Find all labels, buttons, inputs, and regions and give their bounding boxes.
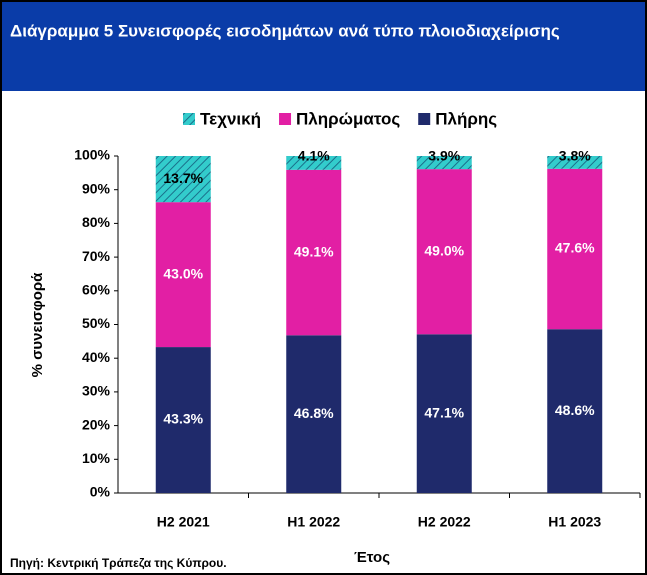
data-label: 48.6% [555, 402, 595, 418]
legend-label: Τεχνική [200, 109, 261, 128]
bar-segment [547, 168, 603, 330]
bar-segment [286, 156, 342, 170]
data-label: 47.1% [424, 404, 464, 420]
bar-segment [416, 334, 472, 493]
legend-label: Πληρώματος [296, 109, 400, 128]
bar-segment [155, 202, 211, 348]
bar-segment [416, 156, 472, 170]
bar-segment [286, 169, 342, 336]
data-label: 4.1% [298, 148, 330, 164]
y-tick-label: 80% [82, 214, 111, 230]
y-tick-label: 0% [90, 484, 111, 500]
y-tick-label: 60% [82, 282, 111, 298]
title-band [0, 0, 647, 91]
y-tick-label: 40% [82, 349, 111, 365]
data-label: 43.0% [163, 265, 203, 281]
data-label: 43.3% [163, 411, 203, 427]
data-label: 49.1% [294, 243, 334, 259]
data-label: 3.8% [559, 148, 591, 164]
data-label: 3.9% [428, 148, 460, 164]
chart-title: Διάγραμμα 5 Συνεισφορές εισοδημάτων ανά … [10, 21, 560, 40]
legend-label: Πλήρης [435, 109, 497, 128]
x-tick-label: H2 2021 [157, 514, 210, 530]
data-label: 47.6% [555, 240, 595, 256]
bar-segment [286, 335, 342, 493]
y-tick-label: 50% [82, 315, 111, 331]
y-axis-label: % συνεισφορά [29, 272, 46, 378]
source-note: Πηγή: Κεντρική Τράπεζα της Κύπρου. [10, 556, 227, 570]
legend-swatch [279, 113, 292, 125]
data-label: 49.0% [424, 242, 464, 258]
y-tick-label: 100% [74, 147, 110, 163]
y-tick-label: 90% [82, 180, 111, 196]
bar-segment [416, 169, 472, 335]
bar-segment [155, 156, 211, 203]
x-tick-label: H1 2022 [287, 514, 340, 530]
y-tick-label: 30% [82, 383, 111, 399]
bar-segment [155, 347, 211, 493]
legend-swatch [183, 113, 195, 125]
x-axis-label: Έτος [354, 549, 390, 566]
legend-swatch [418, 113, 431, 125]
data-label: 46.8% [294, 405, 334, 421]
x-tick-label: H2 2022 [418, 514, 471, 530]
bar-segment [547, 329, 603, 493]
y-tick-label: 20% [82, 416, 111, 432]
bar-segment [547, 156, 603, 169]
y-tick-label: 70% [82, 248, 111, 264]
y-tick-label: 10% [82, 450, 111, 466]
data-label: 13.7% [163, 170, 203, 186]
x-tick-label: H1 2023 [548, 514, 601, 530]
